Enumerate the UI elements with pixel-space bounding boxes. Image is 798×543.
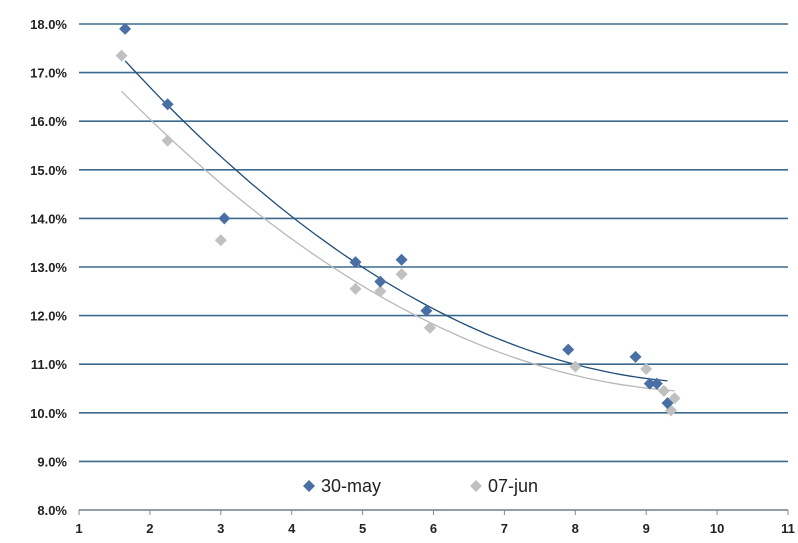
x-tick-label: 5	[359, 521, 366, 536]
data-point-series-1	[161, 98, 174, 111]
data-point-series-1	[349, 256, 362, 269]
y-tick-label: 11.0%	[31, 357, 68, 372]
data-point-series-2	[349, 282, 362, 295]
y-tick-label: 12.0%	[30, 309, 67, 324]
x-tick-label: 6	[430, 521, 437, 536]
legend-label-series-2: 07-jun	[488, 476, 538, 496]
data-point-series-2	[423, 321, 436, 334]
x-tick-labels: 1 2 3 4 5 6 7 8 9 10 11	[75, 510, 795, 536]
y-tick-label: 8.0%	[37, 503, 67, 518]
data-point-series-1	[643, 377, 656, 390]
legend: 30-may 07-jun	[303, 476, 538, 496]
data-point-series-2	[374, 285, 387, 298]
data-point-series-1	[420, 304, 433, 317]
data-point-series-1	[119, 22, 132, 35]
data-point-series-2	[115, 49, 128, 62]
y-tick-label: 16.0%	[30, 114, 67, 129]
x-tick-label: 1	[75, 521, 82, 536]
y-tick-label: 17.0%	[30, 66, 67, 81]
grid-lines	[79, 23, 788, 511]
data-point-series-2	[161, 134, 174, 147]
legend-marker-series-1	[303, 480, 315, 492]
legend-label-series-1: 30-may	[321, 476, 381, 496]
x-tick-label: 9	[643, 521, 650, 536]
data-points	[115, 22, 681, 417]
data-point-series-1	[562, 343, 575, 356]
x-tick-label: 7	[501, 521, 508, 536]
trendline-series-1	[124, 60, 668, 382]
data-point-series-1	[661, 397, 674, 410]
x-tick-label: 3	[217, 521, 224, 536]
data-point-series-2	[657, 384, 670, 397]
y-tick-label: 18.0%	[30, 17, 67, 32]
data-point-series-2	[395, 268, 408, 281]
data-point-series-1	[629, 350, 642, 363]
trendline-series-2	[121, 90, 675, 392]
x-tick-label: 10	[710, 521, 724, 536]
data-point-series-1	[650, 377, 663, 390]
x-tick-label: 11	[781, 521, 795, 536]
y-tick-label: 13.0%	[30, 260, 67, 275]
y-tick-label: 14.0%	[30, 211, 67, 226]
trendlines	[121, 60, 675, 392]
x-tick-label: 4	[288, 521, 296, 536]
x-tick-label: 2	[146, 521, 153, 536]
y-tick-labels: 8.0% 9.0% 10.0% 11.0% 12.0% 13.0% 14.0% 15.0% 16…	[30, 17, 67, 518]
data-point-series-1	[374, 275, 387, 288]
x-tick-label: 8	[572, 521, 579, 536]
legend-marker-series-2	[470, 480, 482, 492]
y-tick-label: 9.0%	[37, 454, 67, 469]
y-tick-label: 10.0%	[30, 406, 67, 421]
data-point-series-1	[218, 212, 231, 225]
y-tick-label: 15.0%	[30, 163, 67, 178]
data-point-series-2	[214, 234, 227, 247]
data-point-series-1	[395, 253, 408, 266]
data-point-series-2	[569, 360, 582, 373]
data-point-series-2	[640, 363, 653, 376]
